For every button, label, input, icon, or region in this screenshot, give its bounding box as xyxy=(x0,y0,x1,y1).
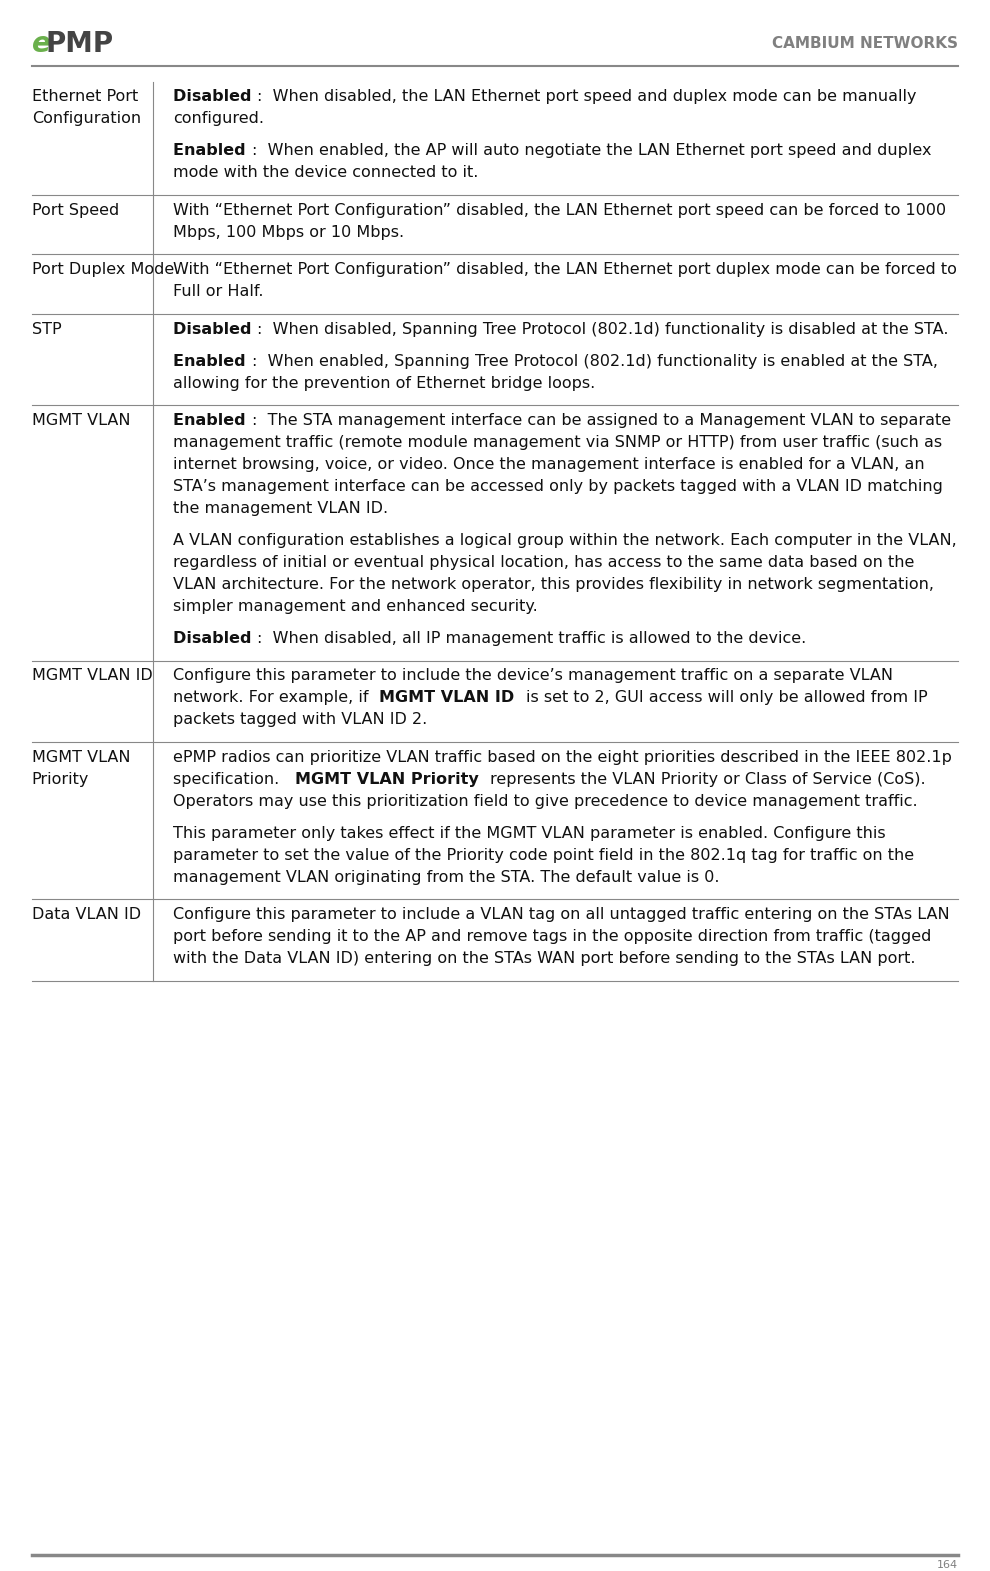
Text: Operators may use this prioritization field to give precedence to device managem: Operators may use this prioritization fi… xyxy=(173,793,918,809)
Text: VLAN architecture. For the network operator, this provides flexibility in networ: VLAN architecture. For the network opera… xyxy=(173,577,935,592)
Text: Disabled: Disabled xyxy=(173,90,257,104)
Text: Disabled: Disabled xyxy=(173,632,257,646)
Text: simpler management and enhanced security.: simpler management and enhanced security… xyxy=(173,599,538,614)
Text: ™: ™ xyxy=(82,30,90,38)
Text: management VLAN originating from the STA. The default value is 0.: management VLAN originating from the STA… xyxy=(173,870,720,884)
Text: Ethernet Port: Ethernet Port xyxy=(32,90,138,104)
Text: Enabled: Enabled xyxy=(173,413,251,427)
Text: MGMT VLAN: MGMT VLAN xyxy=(32,749,130,765)
Text: STA’s management interface can be accessed only by packets tagged with a VLAN ID: STA’s management interface can be access… xyxy=(173,479,943,493)
Text: STP: STP xyxy=(32,322,61,336)
Text: MGMT VLAN Priority: MGMT VLAN Priority xyxy=(295,771,490,787)
Text: With “Ethernet Port Configuration” disabled, the LAN Ethernet port duplex mode c: With “Ethernet Port Configuration” disab… xyxy=(173,262,957,276)
Text: parameter to set the value of the Priority code point field in the 802.1q tag fo: parameter to set the value of the Priori… xyxy=(173,848,915,862)
Text: CAMBIUM NETWORKS: CAMBIUM NETWORKS xyxy=(772,36,958,52)
Text: PMP: PMP xyxy=(46,30,114,58)
Text: Configuration: Configuration xyxy=(32,112,141,126)
Text: internet browsing, voice, or video. Once the management interface is enabled for: internet browsing, voice, or video. Once… xyxy=(173,457,925,471)
Text: Enabled: Enabled xyxy=(173,353,251,369)
Text: Port Duplex Mode: Port Duplex Mode xyxy=(32,262,174,276)
Text: represents the VLAN Priority or Class of Service (CoS).: represents the VLAN Priority or Class of… xyxy=(490,771,931,787)
Text: network. For example, if: network. For example, if xyxy=(173,690,379,705)
Text: specification.: specification. xyxy=(173,771,295,787)
Text: Full or Half.: Full or Half. xyxy=(173,284,263,298)
Text: Disabled: Disabled xyxy=(173,322,257,336)
Text: Configure this parameter to include the device’s management traffic on a separat: Configure this parameter to include the … xyxy=(173,668,893,683)
Text: ePMP radios can prioritize VLAN traffic based on the eight priorities described : ePMP radios can prioritize VLAN traffic … xyxy=(173,749,952,765)
Text: :  When disabled, all IP management traffic is allowed to the device.: : When disabled, all IP management traff… xyxy=(257,632,807,646)
Text: With “Ethernet Port Configuration” disabled, the LAN Ethernet port speed can be : With “Ethernet Port Configuration” disab… xyxy=(173,203,946,218)
Text: Priority: Priority xyxy=(32,771,89,787)
Text: Data VLAN ID: Data VLAN ID xyxy=(32,906,141,922)
Text: allowing for the prevention of Ethernet bridge loops.: allowing for the prevention of Ethernet … xyxy=(173,375,596,391)
Text: :  When disabled, Spanning Tree Protocol (802.1d) functionality is disabled at t: : When disabled, Spanning Tree Protocol … xyxy=(257,322,948,336)
Text: MGMT VLAN ID: MGMT VLAN ID xyxy=(379,690,526,705)
Text: is set to 2, GUI access will only be allowed from IP: is set to 2, GUI access will only be all… xyxy=(526,690,927,705)
Text: :  When enabled, the AP will auto negotiate the LAN Ethernet port speed and dupl: : When enabled, the AP will auto negotia… xyxy=(251,143,931,159)
Text: e: e xyxy=(32,30,50,58)
Text: management traffic (remote module management via SNMP or HTTP) from user traffic: management traffic (remote module manage… xyxy=(173,435,942,449)
Text: packets tagged with VLAN ID 2.: packets tagged with VLAN ID 2. xyxy=(173,712,428,727)
Text: the management VLAN ID.: the management VLAN ID. xyxy=(173,501,388,515)
Text: :  When enabled, Spanning Tree Protocol (802.1d) functionality is enabled at the: : When enabled, Spanning Tree Protocol (… xyxy=(251,353,938,369)
Text: MGMT VLAN: MGMT VLAN xyxy=(32,413,130,427)
Text: regardless of initial or eventual physical location, has access to the same data: regardless of initial or eventual physic… xyxy=(173,555,915,570)
Text: Mbps, 100 Mbps or 10 Mbps.: Mbps, 100 Mbps or 10 Mbps. xyxy=(173,225,404,240)
Text: Port Speed: Port Speed xyxy=(32,203,119,218)
Text: :  When disabled, the LAN Ethernet port speed and duplex mode can be manually: : When disabled, the LAN Ethernet port s… xyxy=(257,90,917,104)
Text: This parameter only takes effect if the MGMT VLAN parameter is enabled. Configur: This parameter only takes effect if the … xyxy=(173,826,886,840)
Text: Enabled: Enabled xyxy=(173,143,251,159)
Text: A VLAN configuration establishes a logical group within the network. Each comput: A VLAN configuration establishes a logic… xyxy=(173,533,957,548)
Text: port before sending it to the AP and remove tags in the opposite direction from : port before sending it to the AP and rem… xyxy=(173,928,932,944)
Text: :  The STA management interface can be assigned to a Management VLAN to separate: : The STA management interface can be as… xyxy=(251,413,950,427)
Text: mode with the device connected to it.: mode with the device connected to it. xyxy=(173,165,478,181)
Text: configured.: configured. xyxy=(173,112,264,126)
Text: Configure this parameter to include a VLAN tag on all untagged traffic entering : Configure this parameter to include a VL… xyxy=(173,906,949,922)
Text: 164: 164 xyxy=(938,1560,958,1569)
Text: MGMT VLAN ID: MGMT VLAN ID xyxy=(32,668,152,683)
Text: with the Data VLAN ID) entering on the STAs WAN port before sending to the STAs : with the Data VLAN ID) entering on the S… xyxy=(173,950,916,966)
